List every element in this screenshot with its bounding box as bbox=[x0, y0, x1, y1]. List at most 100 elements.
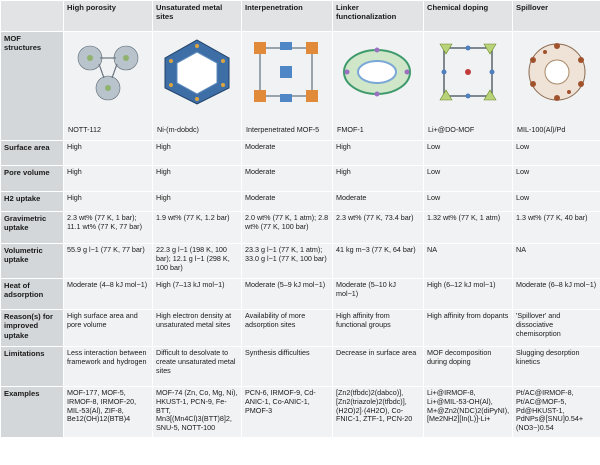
table-cell: Slugging desorption kinetics bbox=[512, 346, 600, 387]
table-cell: 2.0 wt% (77 K, 1 atm); 2.8 wt% (77 K, 10… bbox=[241, 211, 333, 244]
structure-cell-mil-100-al-pd: MIL-100(Al)/Pd bbox=[512, 31, 600, 141]
nott-112-structure-image bbox=[77, 45, 139, 101]
table-cell: PCN-6, IRMOF-9, Cd-ANIC-1, Co-ANIC-1, PM… bbox=[241, 386, 333, 437]
table-cell: High bbox=[63, 165, 153, 192]
column-header-linker-functionalization: Linker functionalization bbox=[332, 0, 424, 32]
table-cell: 22.3 g l−1 (198 K, 100 bar); 12.1 g l−1 … bbox=[152, 243, 242, 279]
table-cell: NA bbox=[423, 243, 513, 279]
structure-cell-nott-112: NOTT-112 bbox=[63, 31, 153, 141]
table-cell: MOF decomposition during doping bbox=[423, 346, 513, 387]
table-cell: Pt/AC@IRMOF-8, Pt/AC@MOF-5, Pd@HKUST-1, … bbox=[512, 386, 600, 437]
table-cell: Low bbox=[512, 140, 600, 166]
mil-100-al-pd-structure-image bbox=[528, 43, 586, 101]
row-label-examples: Examples bbox=[0, 386, 64, 437]
table-cell: High bbox=[152, 191, 242, 212]
column-header-interpenetration: Interpenetration bbox=[241, 0, 333, 32]
table-cell: High bbox=[152, 140, 242, 166]
row-label-gravimetric-uptake: Gravimetric uptake bbox=[0, 211, 64, 244]
gravimetric-uptake-row: Gravimetric uptake 2.3 wt% (77 K, 1 bar)… bbox=[0, 211, 600, 244]
table-cell: 41 kg m−3 (77 K, 64 bar) bbox=[332, 243, 424, 279]
table-cell: Moderate (5–10 kJ mol−1) bbox=[332, 278, 424, 310]
table-cell: Low bbox=[423, 191, 513, 212]
table-cell: Difficult to desolvate to create unsatur… bbox=[152, 346, 242, 387]
structure-name-ni-m-dobdc: Ni-(m-dobdc) bbox=[157, 125, 199, 135]
table-cell: Low bbox=[512, 165, 600, 192]
table-cell: Low bbox=[423, 140, 513, 166]
corner-cell bbox=[0, 0, 64, 32]
table-cell: High bbox=[63, 140, 153, 166]
table-cell: Moderate bbox=[332, 191, 424, 212]
structures-row: MOF structures NOTT-112 Ni-(m-dobdc) bbox=[0, 31, 600, 141]
table-cell: Moderate bbox=[241, 191, 333, 212]
table-cell: High bbox=[63, 191, 153, 212]
table-cell: 55.9 g l−1 (77 K, 77 bar) bbox=[63, 243, 153, 279]
table-cell: 1.3 wt% (77 K, 40 bar) bbox=[512, 211, 600, 244]
row-label-structures: MOF structures bbox=[0, 31, 64, 141]
table-cell: 23.3 g l−1 (77 K, 1 atm); 33.0 g l−1 (77… bbox=[241, 243, 333, 279]
structure-cell-li-do-mof: Li+@DO-MOF bbox=[423, 31, 513, 141]
h2-uptake-row: H2 uptake High High Moderate Moderate Lo… bbox=[0, 191, 600, 212]
table-cell: Moderate (4–8 kJ mol−1) bbox=[63, 278, 153, 310]
mof-comparison-table: High porosity Unsaturated metal sites In… bbox=[0, 0, 600, 437]
structure-cell-fmof-1: FMOF-1 bbox=[332, 31, 424, 141]
table-cell: High bbox=[332, 165, 424, 192]
row-label-surface-area: Surface area bbox=[0, 140, 64, 166]
row-label-volumetric-uptake: Volumetric uptake bbox=[0, 243, 64, 279]
table-cell: NA bbox=[512, 243, 600, 279]
table-cell: Low bbox=[512, 191, 600, 212]
table-cell: High affinity from dopants bbox=[423, 309, 513, 347]
row-label-limitations: Limitations bbox=[0, 346, 64, 387]
column-header-spillover: Spillover bbox=[512, 0, 600, 32]
table-cell: Li+@IRMOF-8, Li+@MIL-53-OH(Al), M+@Zn2(N… bbox=[423, 386, 513, 437]
table-cell: High (7–13 kJ mol−1) bbox=[152, 278, 242, 310]
table-cell: 1.32 wt% (77 K, 1 atm) bbox=[423, 211, 513, 244]
table-cell: High affinity from functional groups bbox=[332, 309, 424, 347]
row-label-h2-uptake: H2 uptake bbox=[0, 191, 64, 212]
table-cell: High bbox=[332, 140, 424, 166]
pore-volume-row: Pore volume High High Moderate High Low … bbox=[0, 165, 600, 192]
table-cell: Availability of more adsorption sites bbox=[241, 309, 333, 347]
table-cell: Decrease in surface area bbox=[332, 346, 424, 387]
table-cell: Moderate (5–9 kJ mol−1) bbox=[241, 278, 333, 310]
structure-cell-interpenetrated-mof-5: Interpenetrated MOF-5 bbox=[241, 31, 333, 141]
limitations-row: Limitations Less interaction between fra… bbox=[0, 346, 600, 387]
volumetric-uptake-row: Volumetric uptake 55.9 g l−1 (77 K, 77 b… bbox=[0, 243, 600, 279]
table-cell: [Zn2(tfbdc)2(dabco)], [Zn2(triazole)2(tf… bbox=[332, 386, 424, 437]
table-cell: MOF-177, MOF-5, IRMOF-8, IRMOF-20, MIL-5… bbox=[63, 386, 153, 437]
table-cell: Low bbox=[423, 165, 513, 192]
table-cell: MOF-74 (Zn, Co, Mg, Ni), HKUST-1, PCN-9,… bbox=[152, 386, 242, 437]
row-label-pore-volume: Pore volume bbox=[0, 165, 64, 192]
row-label-reasons: Reason(s) for improved uptake bbox=[0, 309, 64, 347]
column-header-chemical-doping: Chemical doping bbox=[423, 0, 513, 32]
table-cell: High (6–12 kJ mol−1) bbox=[423, 278, 513, 310]
column-header-high-porosity: High porosity bbox=[63, 0, 153, 32]
table-cell: 1.9 wt% (77 K, 1.2 bar) bbox=[152, 211, 242, 244]
structure-name-interpenetrated-mof-5: Interpenetrated MOF-5 bbox=[246, 125, 320, 135]
structure-name-fmof-1: FMOF-1 bbox=[337, 125, 364, 135]
structure-cell-ni-m-dobdc: Ni-(m-dobdc) bbox=[152, 31, 242, 141]
structure-name-mil-100-al-pd: MIL-100(Al)/Pd bbox=[517, 125, 566, 135]
fmof-1-structure-image bbox=[343, 47, 411, 97]
table-cell: Moderate bbox=[241, 165, 333, 192]
structure-name-nott-112: NOTT-112 bbox=[68, 125, 102, 135]
table-cell: Moderate (6–8 kJ mol−1) bbox=[512, 278, 600, 310]
interpenetrated-mof-5-structure-image bbox=[254, 42, 318, 102]
table-cell: High electron density at unsaturated met… bbox=[152, 309, 242, 347]
reasons-row: Reason(s) for improved uptake High surfa… bbox=[0, 309, 600, 347]
table-cell: Moderate bbox=[241, 140, 333, 166]
table-cell: High bbox=[152, 165, 242, 192]
li-do-mof-structure-image bbox=[439, 43, 497, 101]
table-cell: 2.3 wt% (77 K, 73.4 bar) bbox=[332, 211, 424, 244]
examples-row: Examples MOF-177, MOF-5, IRMOF-8, IRMOF-… bbox=[0, 386, 600, 437]
structure-name-li-do-mof: Li+@DO-MOF bbox=[428, 125, 475, 135]
ni-m-dobdc-structure-image bbox=[164, 39, 230, 105]
header-row: High porosity Unsaturated metal sites In… bbox=[0, 0, 600, 32]
table-cell: Less interaction between framework and h… bbox=[63, 346, 153, 387]
table-cell: Synthesis difficulties bbox=[241, 346, 333, 387]
table-cell: High surface area and pore volume bbox=[63, 309, 153, 347]
row-label-heat-of-adsorption: Heat of adsorption bbox=[0, 278, 64, 310]
table-cell: 2.3 wt% (77 K, 1 bar); 11.1 wt% (77 K, 7… bbox=[63, 211, 153, 244]
column-header-unsaturated-metal-sites: Unsaturated metal sites bbox=[152, 0, 242, 32]
heat-of-adsorption-row: Heat of adsorption Moderate (4–8 kJ mol−… bbox=[0, 278, 600, 310]
table-cell: 'Spillover' and dissociative chemisorpti… bbox=[512, 309, 600, 347]
